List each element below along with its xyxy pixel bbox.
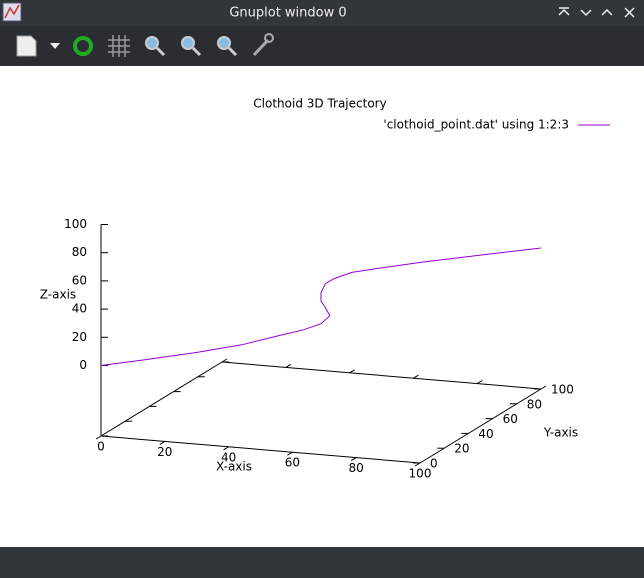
chart-title: Clothoid 3D Trajectory: [253, 97, 386, 111]
toolbar-buttons[interactable]: [16, 33, 274, 57]
y-tick-label: 100: [551, 383, 574, 397]
x-tick-label: 40: [221, 450, 236, 464]
plot-area: [0, 66, 644, 547]
x-tick: [350, 457, 357, 462]
status-bar: [0, 547, 644, 574]
x-tick-label: 20: [157, 445, 172, 459]
y-tick-label: 40: [478, 427, 493, 441]
z-tick-label: 100: [64, 217, 87, 231]
z-axis-label: Z-axis: [40, 288, 76, 302]
z-tick-label: 60: [72, 273, 87, 287]
legend-label: 'clothoid_point.dat' using 1:2:3: [383, 118, 569, 132]
toolbar: [0, 26, 644, 66]
x-tick-label: 100: [409, 467, 432, 481]
window-controls[interactable]: [558, 7, 635, 18]
z-tick-label: 80: [72, 245, 87, 259]
title-bar: [0, 0, 644, 26]
y-tick-label: 80: [527, 397, 542, 411]
x-tick: [223, 446, 229, 451]
x-tick: [159, 440, 166, 445]
z-tick-label: 40: [72, 302, 87, 316]
plot: Clothoid 3D Trajectory X-axis Y-axis Z-a…: [40, 97, 610, 481]
x-tick-label: 0: [97, 440, 105, 454]
trajectory-line: [100, 247, 542, 366]
base-edge: [100, 361, 223, 437]
x-tick: [285, 363, 292, 368]
x-tick-label: 60: [285, 456, 300, 470]
x-tick: [476, 380, 483, 385]
x-tick-label: 80: [349, 461, 364, 475]
y-axis-label: Y-axis: [543, 426, 578, 440]
x-tick: [349, 369, 355, 374]
x-axis: [100, 435, 421, 464]
x-tick: [540, 385, 547, 390]
x-tick: [95, 435, 102, 440]
y-tick-label: 60: [503, 412, 518, 426]
z-tick-label: 20: [72, 330, 87, 344]
base-edge: [221, 361, 542, 390]
x-tick: [287, 451, 293, 456]
app-icon-graph: [4, 4, 20, 19]
y-axis: [419, 388, 542, 464]
y-tick-label: 0: [430, 457, 438, 471]
x-axis-label: X-axis: [216, 460, 252, 474]
window-title: Gnuplot window 0: [229, 6, 346, 21]
y-tick-label: 20: [454, 442, 469, 456]
z-tick-label: 0: [79, 358, 87, 372]
x-tick: [413, 374, 419, 379]
